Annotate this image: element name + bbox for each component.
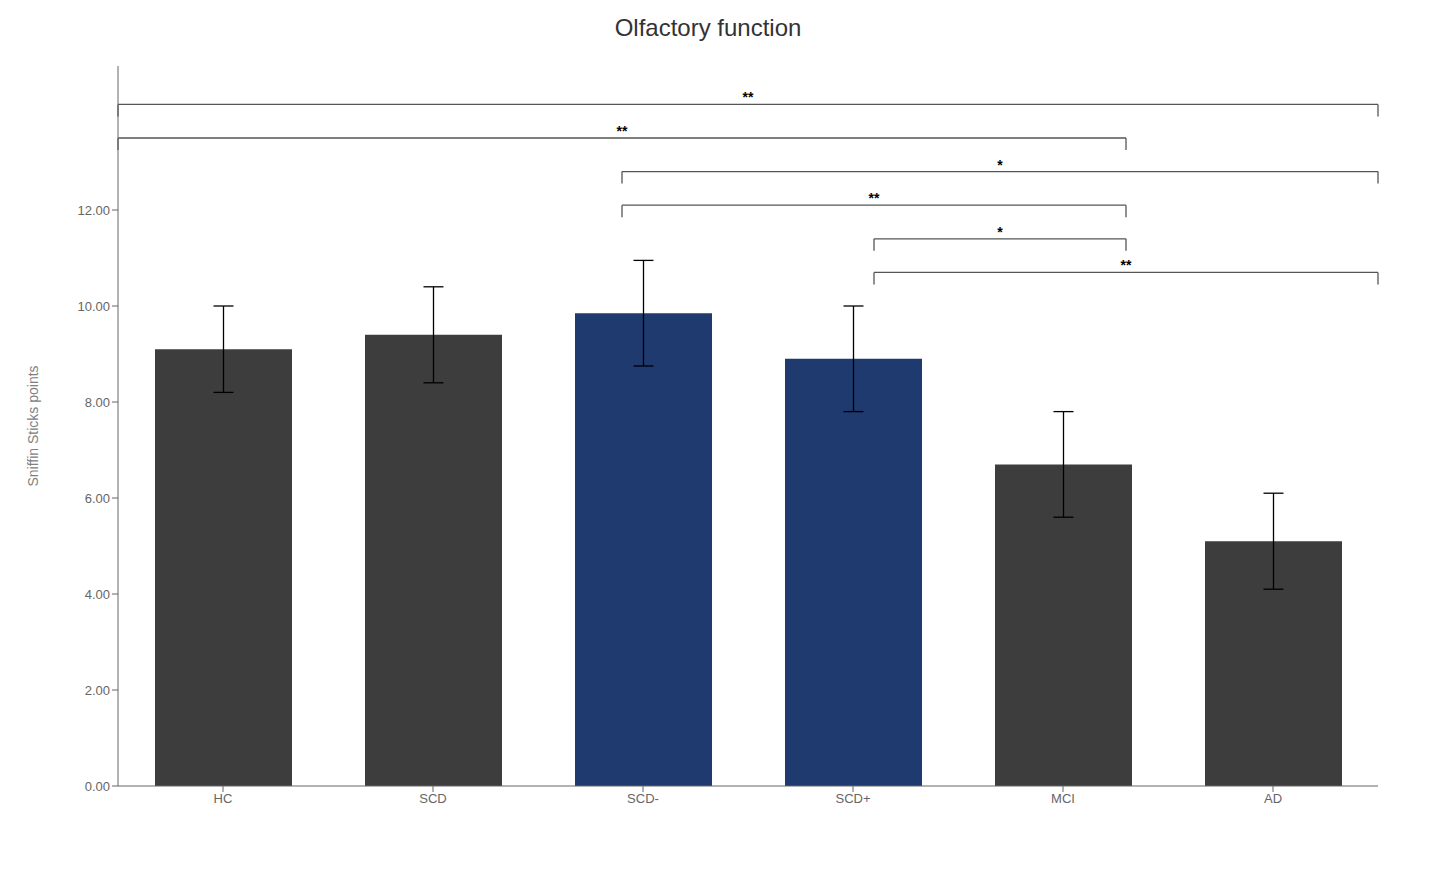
svg-text:HC: HC bbox=[214, 791, 233, 806]
html-text:Olfactory function: Olfactory function bbox=[614, 14, 802, 41]
svg-text:12.00: 12.00 bbox=[77, 203, 110, 218]
svg-text:**: ** bbox=[1121, 257, 1132, 273]
svg-text:AD: AD bbox=[1264, 791, 1282, 806]
svg-text:2.00: 2.00 bbox=[85, 683, 110, 698]
svg-text:**: ** bbox=[869, 190, 880, 206]
svg-text:6.00: 6.00 bbox=[85, 491, 110, 506]
svg-text:0.00: 0.00 bbox=[85, 779, 110, 794]
svg-text:*: * bbox=[997, 224, 1003, 240]
svg-text:**: ** bbox=[617, 123, 628, 139]
svg-text:10.00: 10.00 bbox=[77, 299, 110, 314]
svg-text:MCI: MCI bbox=[1051, 791, 1075, 806]
svg-text:Sniffin Sticks points: Sniffin Sticks points bbox=[25, 365, 41, 486]
svg-text:SCD+: SCD+ bbox=[835, 791, 870, 806]
svg-text:SCD-: SCD- bbox=[627, 791, 659, 806]
svg-text:SCD: SCD bbox=[419, 791, 446, 806]
svg-text:**: ** bbox=[743, 89, 754, 105]
svg-text:*: * bbox=[997, 157, 1003, 173]
svg-text:8.00: 8.00 bbox=[85, 395, 110, 410]
svg-text:4.00: 4.00 bbox=[85, 587, 110, 602]
